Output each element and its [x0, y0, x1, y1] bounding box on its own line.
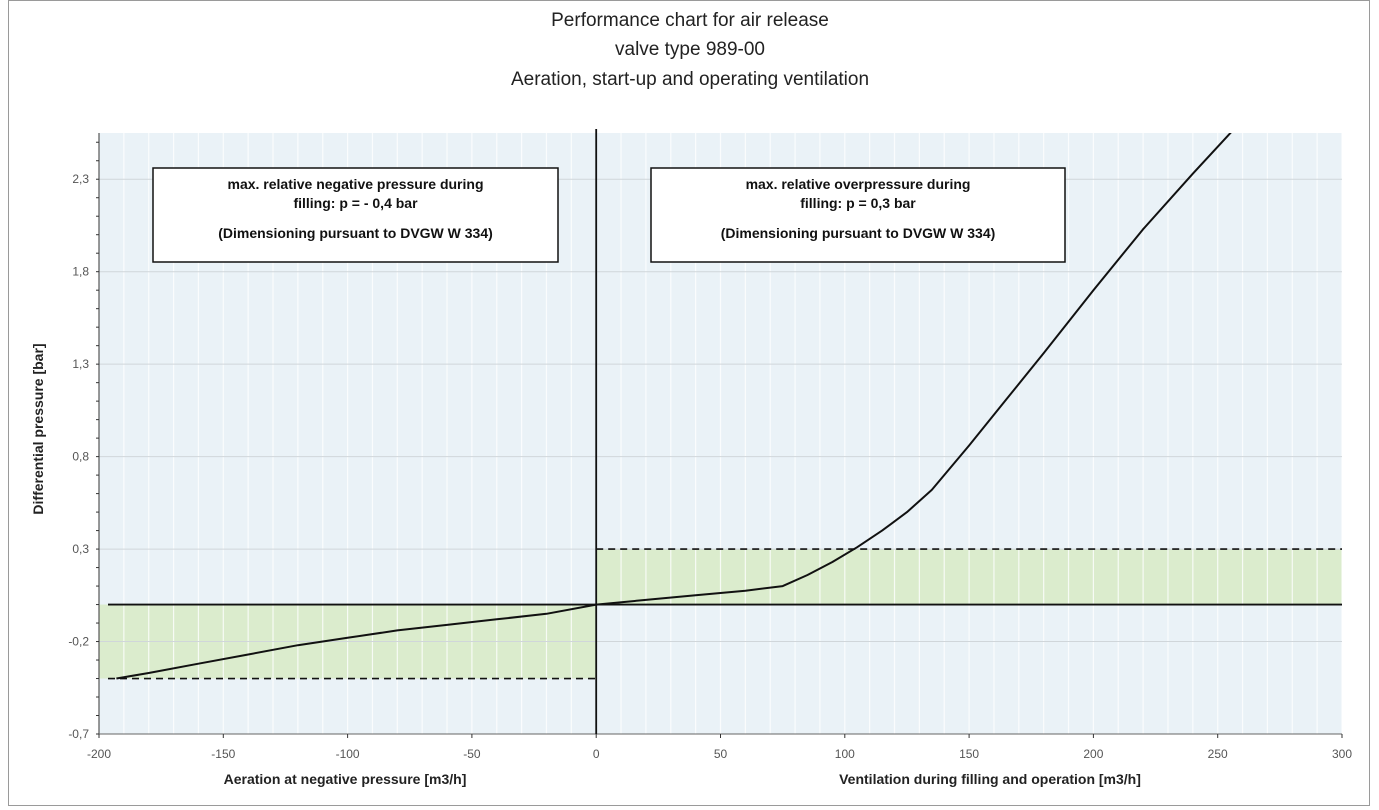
annotation-line: (Dimensioning pursuant to DVGW W 334) [218, 225, 493, 241]
title-line-1: Performance chart for air release [551, 10, 829, 31]
x-tick-label: 250 [1208, 747, 1228, 761]
y-tick-label: -0,2 [68, 635, 89, 649]
x-tick-label: 150 [959, 747, 979, 761]
plot-area: -0,7 -0,2 0,3 0,8 1,3 1,8 2,3 -200 -150 -100 -50 0 5… [68, 129, 1352, 761]
y-tick-label: 1,8 [72, 265, 89, 279]
y-tick-label: 1,3 [72, 357, 89, 371]
chart-title: Performance chart for air release valve … [511, 10, 869, 90]
x-tick-label: -150 [211, 747, 235, 761]
title-line-3: Aeration, start-up and operating ventila… [511, 69, 869, 90]
x-tick-label: 200 [1083, 747, 1103, 761]
x-tick-label: -50 [463, 747, 481, 761]
annotation-line: max. relative negative pressure during [228, 176, 484, 192]
x-tick-label: -200 [87, 747, 111, 761]
performance-curve [116, 133, 1232, 680]
x-tick-label: 50 [714, 747, 728, 761]
annotation-box-0 [152, 167, 559, 263]
x-tick-label: 0 [593, 747, 600, 761]
x-tick-label: 300 [1332, 747, 1352, 761]
annotation-line: filling: p = - 0,4 bar [293, 195, 418, 211]
annotation-line: filling: p = 0,3 bar [800, 195, 916, 211]
x-axis-title-left: Aeration at negative pressure [m3/h] [224, 771, 467, 787]
title-line-2: valve type 989-00 [615, 39, 765, 60]
y-tick-label: 2,3 [72, 172, 89, 186]
y-axis-title: Differential pressure [bar] [30, 343, 46, 514]
annotation-line: (Dimensioning pursuant to DVGW W 334) [721, 225, 996, 241]
annotation-line: max. relative overpressure during [746, 176, 971, 192]
x-axis-title-right: Ventilation during filling and operation… [839, 771, 1141, 787]
annotation-box-1 [650, 167, 1066, 263]
x-tick-label: -100 [336, 747, 360, 761]
y-tick-label: -0,7 [68, 727, 89, 741]
x-tick-label: 100 [835, 747, 855, 761]
y-tick-label: 0,3 [72, 542, 89, 556]
y-tick-label: 0,8 [72, 450, 89, 464]
